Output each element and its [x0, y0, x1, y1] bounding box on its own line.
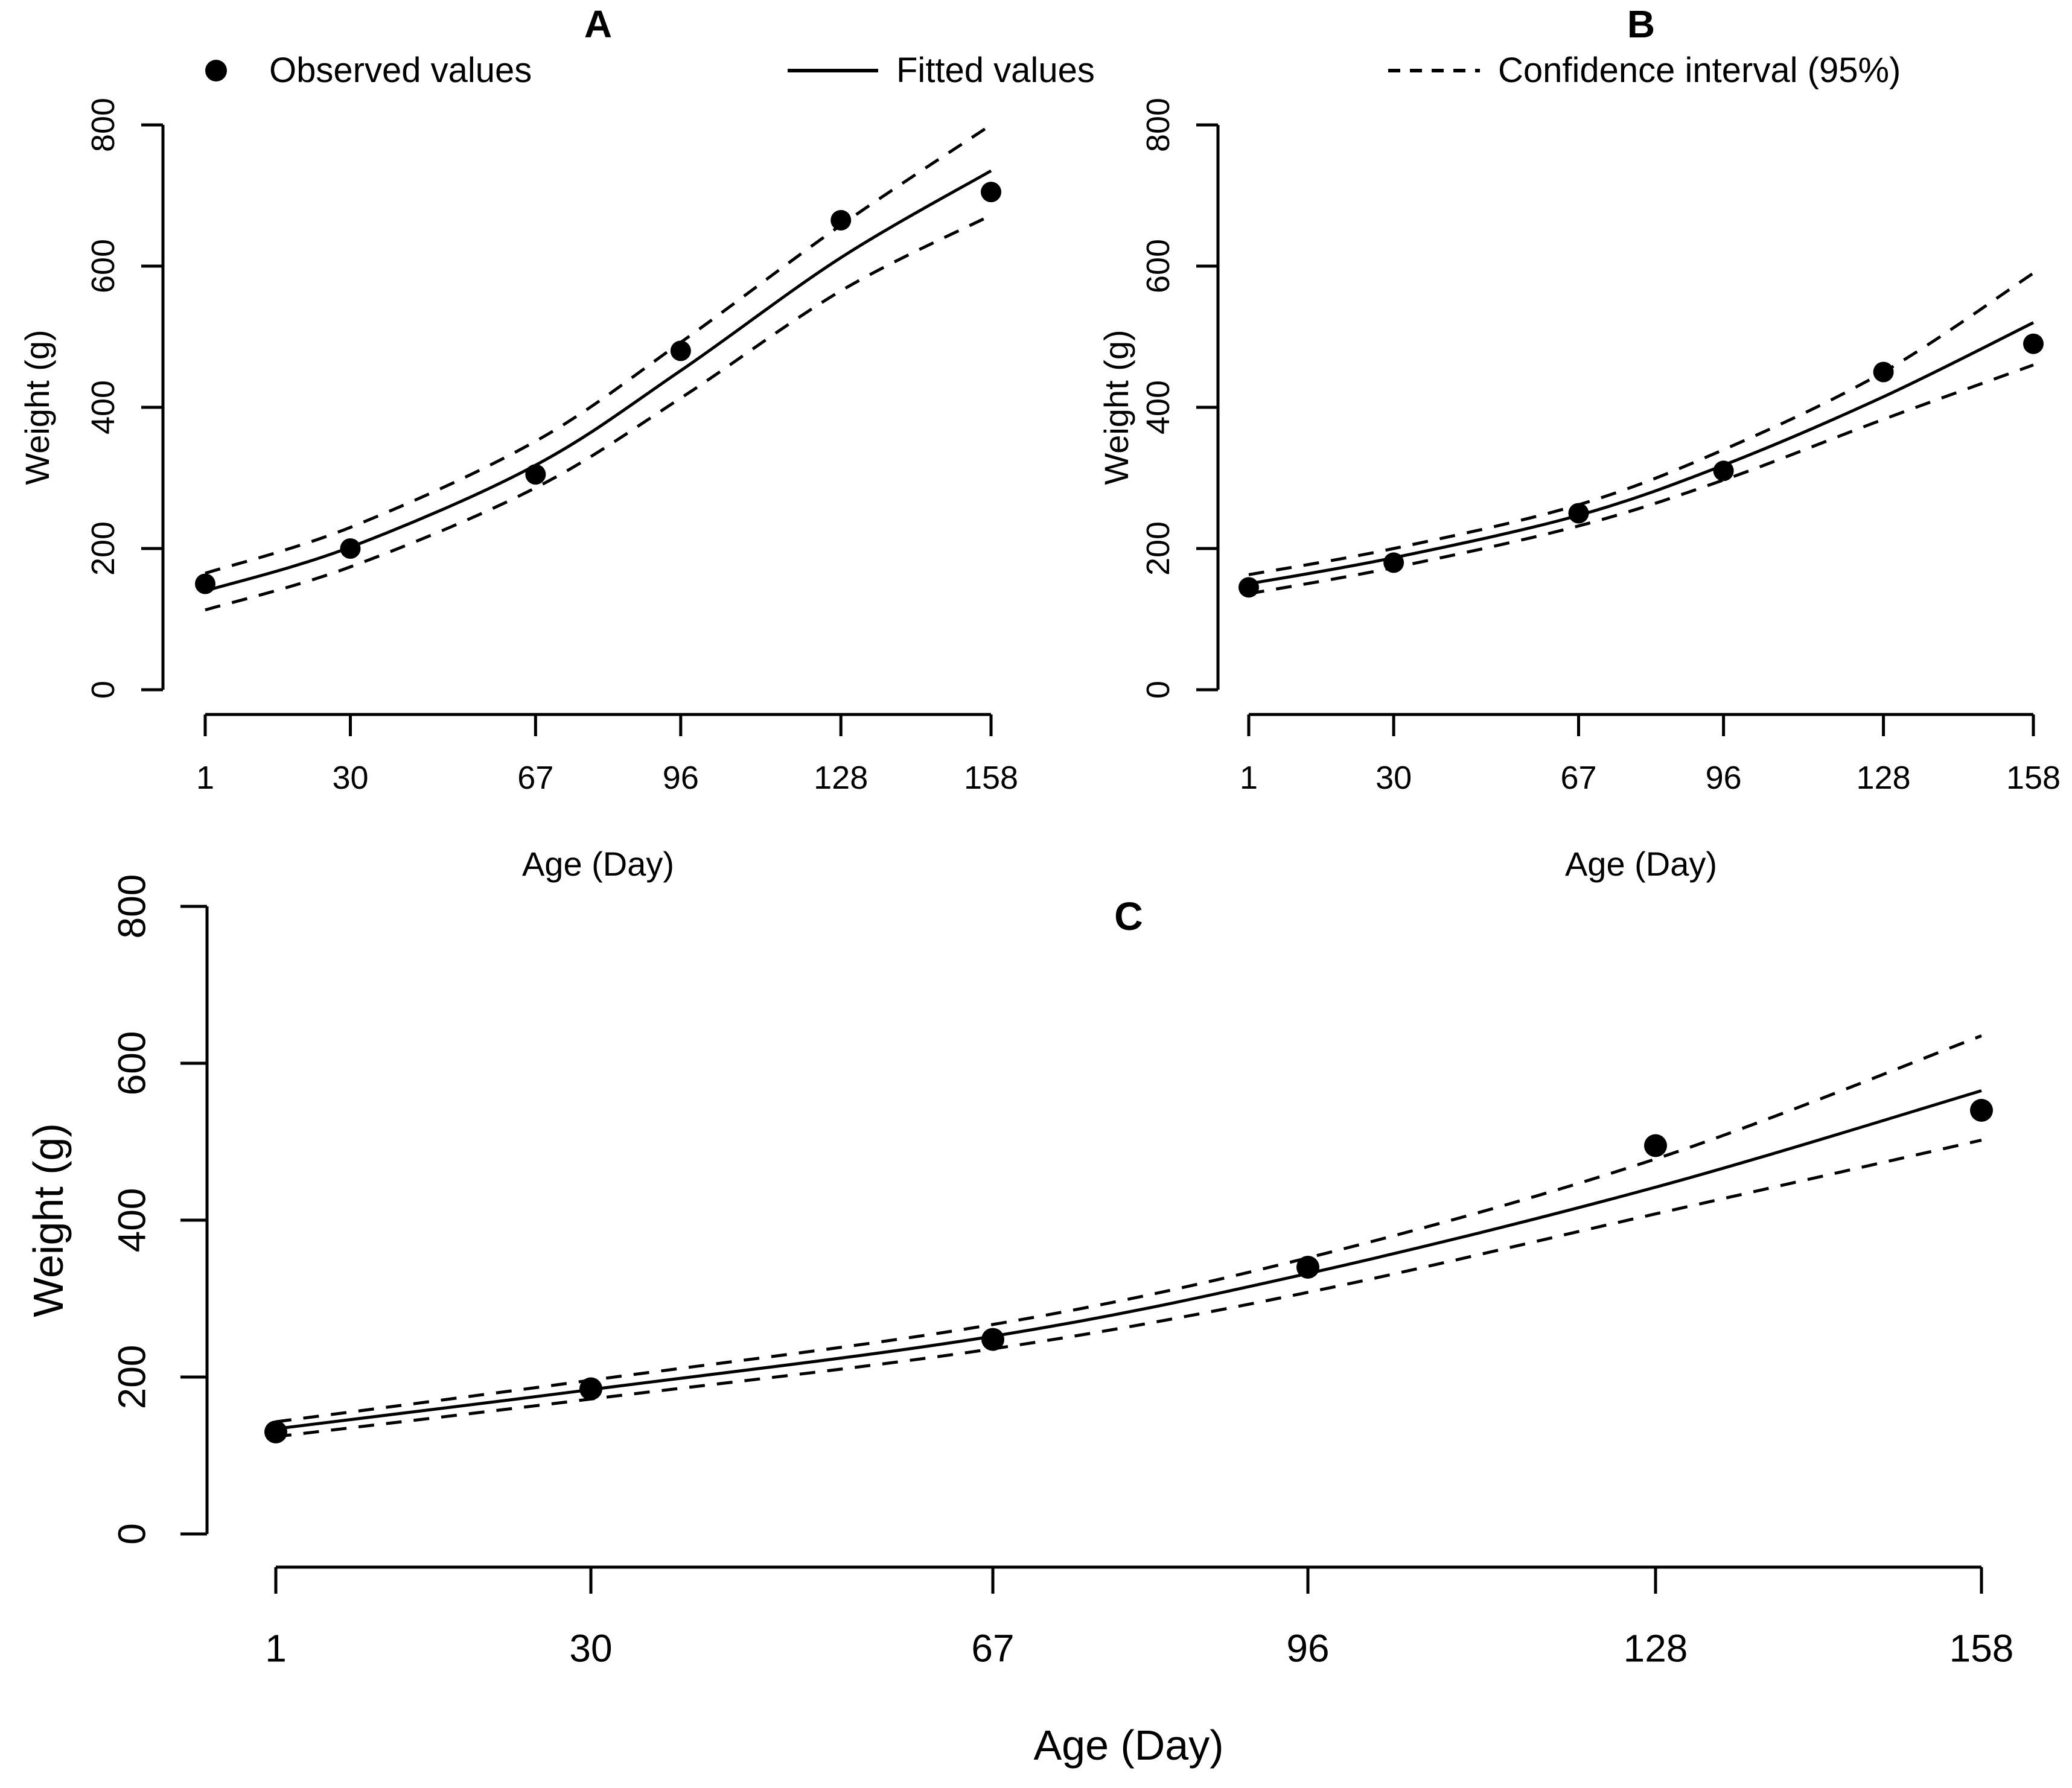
panel-c-fitted-curve — [275, 1089, 1982, 1431]
panel-c-x-axis-label: Age (Day) — [1033, 1722, 1224, 1769]
panel-a-observed-point — [340, 538, 361, 559]
panel-a-observed-point — [670, 340, 691, 361]
panel-b-confidence-curve — [1248, 363, 2034, 596]
x-tick-label: 96 — [663, 760, 699, 796]
panel-c-observed-point — [1970, 1099, 1993, 1122]
y-tick-label: 400 — [85, 380, 121, 434]
x-tick-label: 1 — [265, 1626, 287, 1670]
panel-b-observed-point — [1238, 577, 1259, 598]
panel-c-confidence-curve — [275, 1034, 1982, 1424]
panel-a-confidence-curve — [205, 214, 992, 612]
panel-c-observed-point — [579, 1377, 602, 1401]
filled-circle-icon — [205, 60, 227, 81]
panel-b-x-axis-label: Age (Day) — [1564, 845, 1718, 883]
panel-a-fitted-curve — [205, 169, 992, 593]
panel-b-y-axis-label: Weight (g) — [1097, 329, 1135, 485]
x-tick-label: 96 — [1286, 1626, 1329, 1670]
panel-a-observed-point — [981, 182, 1001, 203]
panel-a-y-axis-label: Weight (g) — [18, 329, 56, 485]
panel-c-observed-point — [1296, 1256, 1319, 1279]
panel-a-observed-point — [525, 464, 546, 485]
panel-a-observed-point — [830, 209, 852, 231]
panel-b-observed-point — [1713, 460, 1734, 482]
dashed-line-icon — [1388, 69, 1480, 72]
y-tick-label: 600 — [1140, 239, 1176, 293]
x-tick-label: 30 — [569, 1626, 612, 1670]
x-tick-label: 1 — [196, 760, 214, 796]
y-tick-label: 200 — [85, 521, 121, 576]
x-tick-label: 30 — [1375, 760, 1412, 796]
legend-item-observed: Observed values — [205, 49, 532, 92]
x-tick-label: 1 — [1240, 760, 1258, 796]
y-tick-label: 400 — [1140, 380, 1176, 434]
solid-line-icon — [788, 69, 878, 72]
y-tick-label: 0 — [110, 1523, 153, 1545]
panel-b-observed-point — [2023, 333, 2044, 354]
x-tick-label: 67 — [1560, 760, 1596, 796]
panel-b-fitted-curve — [1248, 321, 2035, 585]
x-tick-label: 158 — [1949, 1626, 2014, 1670]
panel-b-confidence-curve — [1248, 272, 2035, 576]
panel-c-confidence-curve — [275, 1138, 1982, 1439]
x-tick-label: 158 — [964, 760, 1018, 796]
x-tick-label: 67 — [971, 1626, 1014, 1670]
panel-b-title: B — [1627, 2, 1656, 46]
legend-ci-label: Confidence interval (95%) — [1498, 51, 1901, 90]
x-tick-label: 128 — [814, 760, 868, 796]
x-tick-label: 158 — [2006, 760, 2061, 796]
legend-observed-label: Observed values — [269, 51, 532, 90]
y-tick-label: 200 — [1140, 521, 1176, 576]
panel-a-x-axis-label: Age (Day) — [521, 845, 675, 883]
x-tick-label: 128 — [1857, 760, 1911, 796]
y-tick-label: 800 — [1140, 98, 1176, 152]
legend-item-fitted: Fitted values — [788, 49, 1095, 92]
y-tick-label: 600 — [110, 1031, 153, 1096]
x-tick-label: 96 — [1706, 760, 1742, 796]
panel-a-confidence-curve — [205, 123, 992, 575]
y-tick-label: 600 — [85, 239, 121, 293]
x-tick-label: 30 — [332, 760, 368, 796]
panel-c-observed-point — [981, 1328, 1004, 1351]
y-tick-label: 0 — [1140, 681, 1176, 699]
panel-b-observed-point — [1873, 361, 1894, 383]
legend-item-confidence-interval: Confidence interval (95%) — [1388, 49, 1901, 92]
y-tick-label: 200 — [110, 1345, 153, 1410]
panel-a-plot: 0 200 400 600 800 1 30 67 96 128 158 — [85, 98, 1018, 796]
panel-c-observed-point — [1644, 1134, 1667, 1157]
y-tick-label: 800 — [110, 874, 153, 939]
panel-b-observed-point — [1568, 503, 1589, 524]
panel-c-plot: 0 200 400 600 800 1 30 67 96 128 158 — [110, 874, 2013, 1670]
panel-c-y-axis-label: Weight (g) — [25, 1123, 72, 1317]
panel-c-title: C — [1114, 894, 1143, 938]
y-tick-label: 400 — [110, 1188, 153, 1253]
y-tick-label: 0 — [85, 681, 121, 699]
legend-fitted-label: Fitted values — [896, 51, 1095, 90]
panel-c-observed-point — [264, 1421, 287, 1443]
panel-b-plot: 0 200 400 600 800 1 30 67 96 128 158 — [1140, 98, 2061, 796]
panel-b-observed-point — [1383, 552, 1404, 573]
panel-a-title: A — [584, 2, 613, 46]
x-tick-label: 67 — [517, 760, 553, 796]
x-tick-label: 128 — [1624, 1626, 1688, 1670]
y-tick-label: 800 — [85, 98, 121, 152]
panel-a-observed-point — [195, 573, 215, 594]
